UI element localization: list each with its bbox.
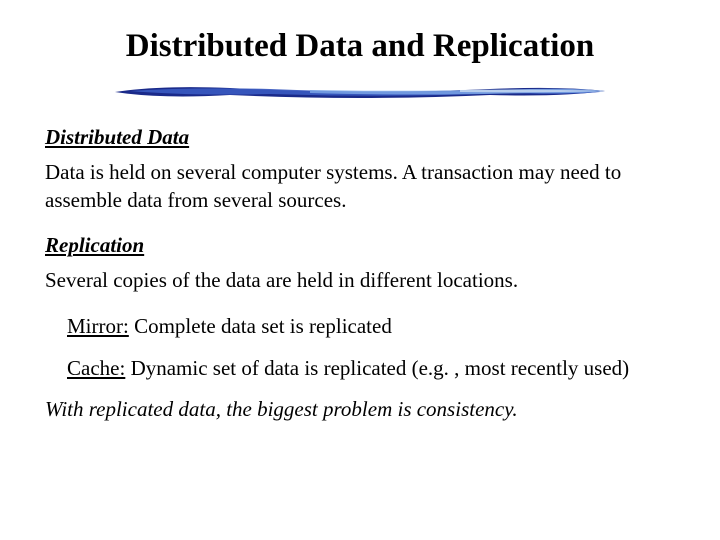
closing-statement: With replicated data, the biggest proble… bbox=[45, 397, 675, 422]
body-replication: Several copies of the data are held in d… bbox=[45, 266, 675, 294]
divider-brushstroke bbox=[110, 77, 610, 107]
desc-cache: Dynamic set of data is replicated (e.g. … bbox=[125, 356, 629, 380]
term-cache: Cache: bbox=[67, 356, 125, 380]
slide-title: Distributed Data and Replication bbox=[45, 28, 675, 65]
term-mirror: Mirror: bbox=[67, 314, 129, 338]
section-heading-distributed-data: Distributed Data bbox=[45, 125, 675, 150]
definition-mirror: Mirror: Complete data set is replicated bbox=[67, 312, 675, 340]
definition-cache: Cache: Dynamic set of data is replicated… bbox=[67, 354, 675, 382]
slide: Distributed Data and Replication Distrib… bbox=[0, 0, 720, 540]
body-distributed-data: Data is held on several computer systems… bbox=[45, 158, 675, 215]
section-heading-replication: Replication bbox=[45, 233, 675, 258]
desc-mirror: Complete data set is replicated bbox=[129, 314, 392, 338]
